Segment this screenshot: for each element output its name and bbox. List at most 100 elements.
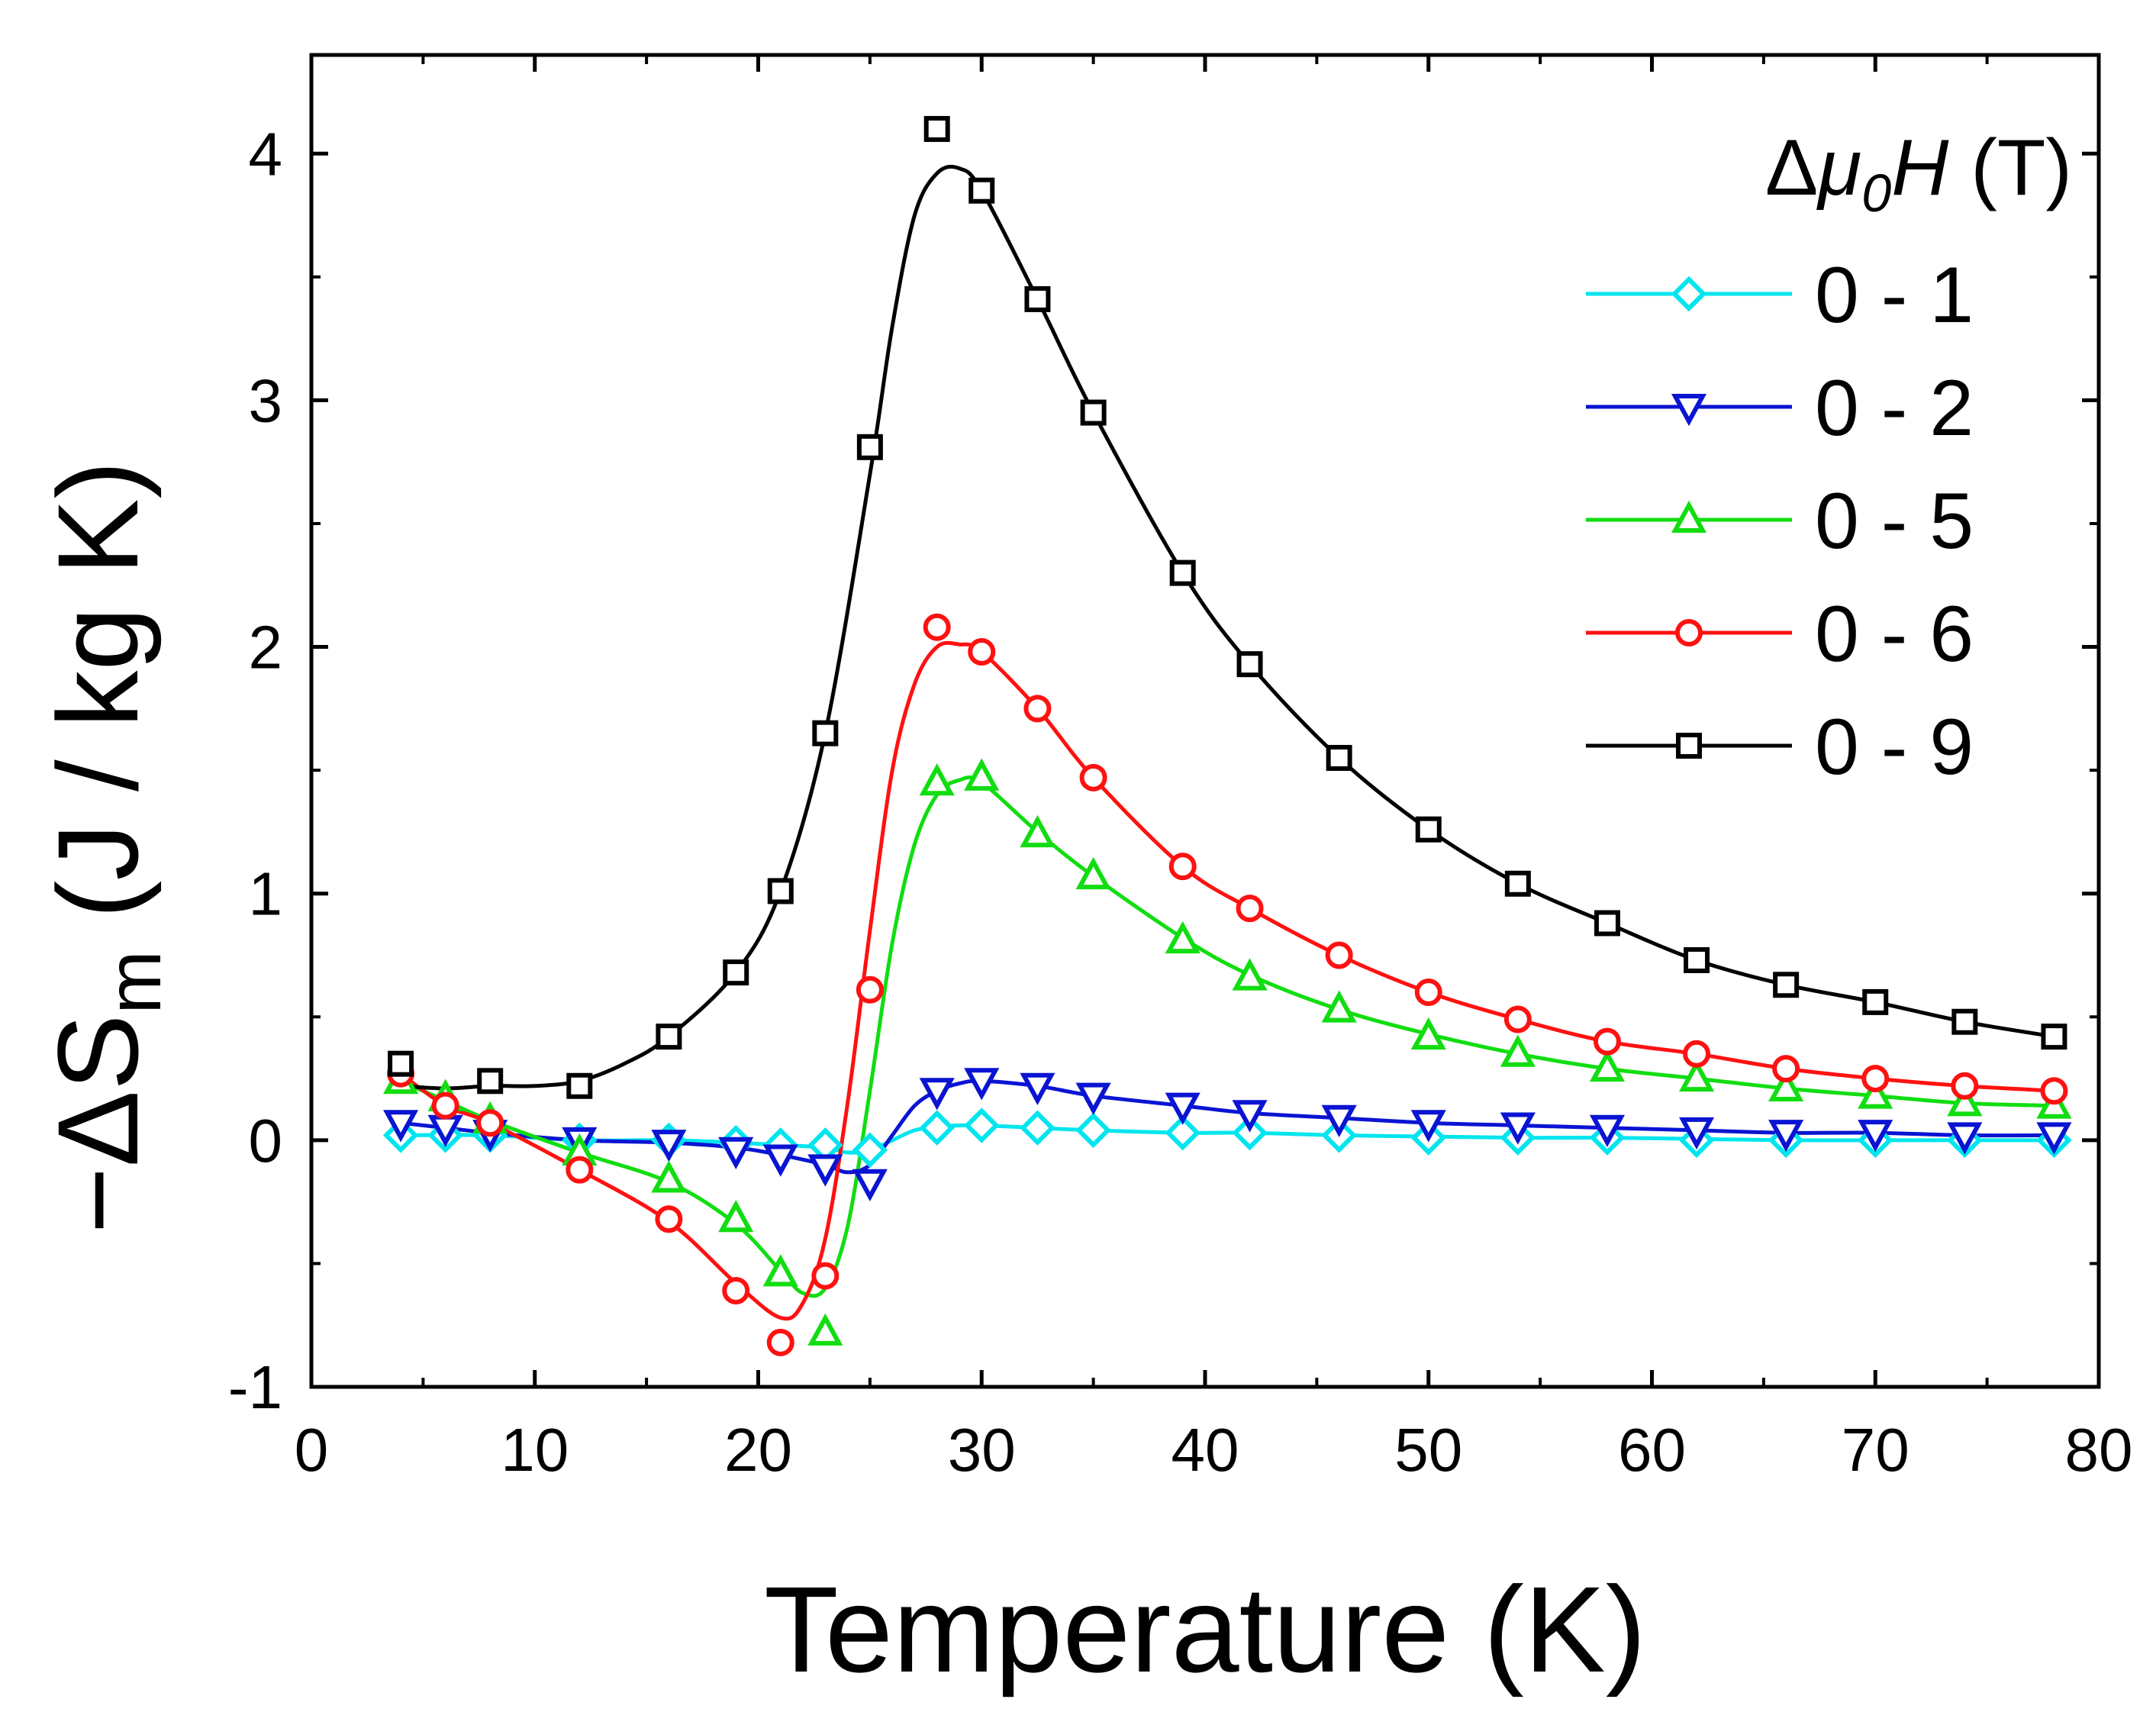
data-point-0to9 [656,1024,682,1050]
data-point-0to9 [1024,285,1051,312]
y-axis-title: −ΔSm (J / kg K) [34,461,177,1234]
legend-items: 0 - 1 0 - 2 0 - 5 0 - 6 0 - 9 [1586,251,1974,792]
y-tick-label: 2 [249,614,283,682]
data-point-0to9 [1326,744,1352,771]
data-point-0to6 [1683,1040,1711,1068]
data-point-0to2 [1858,1120,1893,1153]
data-point-0to5 [919,763,955,796]
legend-label-0to5: 0 - 5 [1815,477,1974,566]
data-point-0to2 [964,1068,1000,1101]
data-point-0to9 [2041,1024,2067,1050]
data-point-0to2 [1321,1104,1357,1138]
legend-title-delta: Δ [1765,124,1818,212]
series-line-0to5 [400,775,2054,1298]
data-point-0to6 [1772,1055,1800,1083]
data-point-0to9 [812,720,839,746]
data-point-0to9 [856,434,883,460]
data-point-0to9 [1504,870,1531,897]
legend-marker-0to2 [1671,394,1707,427]
data-point-0to6 [1414,978,1442,1006]
data-point-0to6 [566,1156,594,1184]
legend-label-0to2: 0 - 2 [1815,364,1974,453]
data-point-0to5 [1858,1076,1893,1109]
data-point-0to5 [1321,990,1357,1023]
data-point-0to9 [723,959,749,986]
data-point-0to2 [2036,1122,2072,1155]
data-point-0to6 [1236,895,1264,923]
data-point-0to5 [1075,856,1111,890]
data-point-0to2 [1165,1092,1200,1125]
y-tick-label: 0 [249,1107,283,1175]
x-tick-label: 40 [1171,1416,1239,1484]
data-point-0to2 [718,1136,754,1170]
x-tick-label: 10 [501,1416,569,1484]
data-point-0to2 [807,1154,843,1187]
data-point-0to6 [2040,1077,2068,1105]
data-point-0to9 [388,1050,414,1077]
data-point-0to6 [1325,941,1353,969]
data-point-0to2 [651,1130,687,1162]
data-point-0to5 [1678,1059,1715,1092]
legend-label-0to9: 0 - 9 [1815,703,1974,792]
data-point-0to5 [651,1160,687,1193]
data-point-0to2 [762,1144,798,1177]
data-point-0to5 [1410,1017,1446,1050]
data-point-0to2 [919,1078,955,1111]
data-point-0to9 [1080,399,1107,426]
data-point-0to6 [811,1262,840,1290]
data-point-0to6 [968,638,996,666]
data-point-0to6 [766,1328,794,1356]
x-tick-label: 0 [295,1416,329,1484]
x-tick-label: 30 [948,1416,1016,1484]
legend-title-mu: μ [1816,124,1861,212]
data-point-0to2 [1075,1082,1111,1115]
data-point-0to6 [1951,1072,1979,1100]
data-point-0to6 [476,1109,504,1137]
data-point-0to9 [477,1068,504,1095]
y-tick-label: 4 [249,120,283,188]
y-tick-label: 1 [249,860,283,928]
x-tick-label: 80 [2065,1416,2133,1484]
legend-title-units: (T) [1948,124,2072,212]
data-point-0to5 [718,1199,754,1233]
y-axis-title-delta: Δ [34,1091,162,1167]
legend-label-0to1: 0 - 1 [1815,251,1974,340]
data-point-0to5 [807,1313,843,1346]
x-tick-label: 20 [724,1416,792,1484]
legend-title-h: H [1891,124,1949,212]
data-point-0to6 [431,1091,459,1120]
legend-marker-0to6 [1675,619,1703,646]
data-point-0to5 [1768,1069,1804,1101]
data-point-0to1 [852,1132,888,1169]
data-point-0to9 [968,177,995,204]
x-tick-label: 60 [1618,1416,1686,1484]
data-point-0to2 [1678,1117,1715,1150]
data-point-0to2 [1589,1114,1626,1147]
data-point-0to6 [923,613,951,641]
y-axis-title-units: (J / kg K) [34,461,162,951]
data-point-0to5 [1589,1049,1626,1082]
data-point-0to5 [1165,920,1200,954]
legend-marker-0to9 [1676,733,1702,759]
data-point-0to9 [1773,972,1800,998]
data-point-0to2 [1410,1110,1446,1143]
legend-marker-0to1 [1671,276,1707,312]
data-point-0to9 [1951,1008,1978,1035]
data-point-0to1 [1232,1114,1268,1151]
markers-layer [382,115,2072,1356]
y-axis-title-minus: − [34,1167,162,1234]
data-point-0to6 [1168,853,1197,881]
legend-title-sub: 0 [1861,163,1891,223]
data-point-0to9 [1684,946,1710,973]
data-point-0to2 [852,1169,888,1202]
data-point-0to9 [767,878,794,904]
data-point-0to1 [1075,1112,1111,1149]
legend: Δμ0H (T) 0 - 1 0 - 2 0 - 5 0 - 6 0 - 9 [1586,124,2072,792]
data-point-0to2 [1500,1112,1536,1145]
data-point-0to2 [1947,1122,1983,1155]
data-point-0to2 [383,1110,419,1143]
data-point-0to9 [566,1072,593,1099]
